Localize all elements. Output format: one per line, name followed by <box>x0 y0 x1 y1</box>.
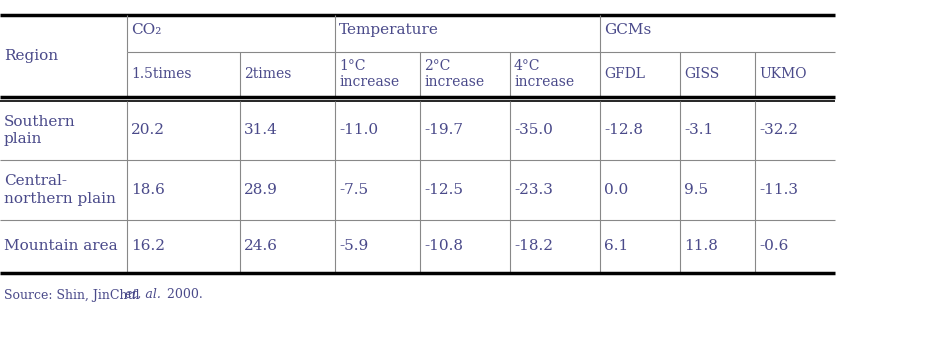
Text: 1°C: 1°C <box>339 60 365 73</box>
Text: Southern: Southern <box>4 115 75 128</box>
Text: -12.5: -12.5 <box>424 183 463 197</box>
Text: increase: increase <box>339 75 399 90</box>
Text: 4°C: 4°C <box>514 60 540 73</box>
Text: 20.2: 20.2 <box>131 123 165 137</box>
Text: 2000.: 2000. <box>164 288 203 302</box>
Text: 9.5: 9.5 <box>684 183 709 197</box>
Text: 16.2: 16.2 <box>131 240 165 253</box>
Text: 2°C: 2°C <box>424 60 451 73</box>
Text: GCMs: GCMs <box>604 23 651 37</box>
Text: northern plain: northern plain <box>4 192 116 206</box>
Text: -32.2: -32.2 <box>759 123 798 137</box>
Text: -0.6: -0.6 <box>759 240 789 253</box>
Text: 31.4: 31.4 <box>244 123 278 137</box>
Text: Temperature: Temperature <box>339 23 439 37</box>
Text: Region: Region <box>4 49 58 63</box>
Text: -11.3: -11.3 <box>759 183 798 197</box>
Text: increase: increase <box>424 75 484 90</box>
Text: Mountain area: Mountain area <box>4 240 118 253</box>
Text: CO₂: CO₂ <box>131 23 161 37</box>
Text: 6.1: 6.1 <box>604 240 629 253</box>
Text: -18.2: -18.2 <box>514 240 553 253</box>
Text: 1.5times: 1.5times <box>131 67 192 82</box>
Text: increase: increase <box>514 75 574 90</box>
Text: 28.9: 28.9 <box>244 183 278 197</box>
Text: -11.0: -11.0 <box>339 123 378 137</box>
Text: GISS: GISS <box>684 67 719 82</box>
Text: -12.8: -12.8 <box>604 123 643 137</box>
Text: -3.1: -3.1 <box>684 123 713 137</box>
Text: Central-: Central- <box>4 174 67 188</box>
Text: -19.7: -19.7 <box>424 123 463 137</box>
Text: 18.6: 18.6 <box>131 183 165 197</box>
Text: 24.6: 24.6 <box>244 240 278 253</box>
Text: -5.9: -5.9 <box>339 240 368 253</box>
Text: UKMO: UKMO <box>759 67 806 82</box>
Text: 2times: 2times <box>244 67 292 82</box>
Text: -10.8: -10.8 <box>424 240 463 253</box>
Text: et. al.: et. al. <box>125 288 161 302</box>
Text: -35.0: -35.0 <box>514 123 553 137</box>
Text: 0.0: 0.0 <box>604 183 629 197</box>
Text: 11.8: 11.8 <box>684 240 718 253</box>
Text: -23.3: -23.3 <box>514 183 553 197</box>
Text: GFDL: GFDL <box>604 67 645 82</box>
Text: Source: Shin, JinChul: Source: Shin, JinChul <box>4 288 143 302</box>
Text: plain: plain <box>4 132 42 147</box>
Text: -7.5: -7.5 <box>339 183 368 197</box>
